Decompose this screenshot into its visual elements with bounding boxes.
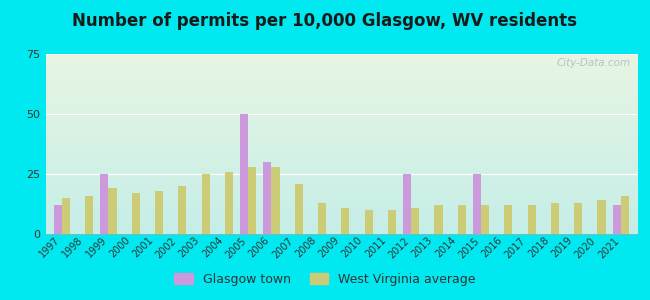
Bar [411, 208, 419, 234]
Bar [551, 203, 559, 234]
Bar [240, 114, 248, 234]
Bar [473, 174, 481, 234]
Bar [294, 184, 303, 234]
Bar [403, 174, 411, 234]
Bar [528, 205, 536, 234]
Bar [272, 167, 280, 234]
Bar [341, 208, 350, 234]
Bar [458, 205, 466, 234]
Bar [155, 191, 163, 234]
Bar [225, 172, 233, 234]
Bar [597, 200, 606, 234]
Text: City-Data.com: City-Data.com [557, 58, 631, 68]
Bar [504, 205, 512, 234]
Bar [100, 174, 109, 234]
Bar [318, 203, 326, 234]
Bar [62, 198, 70, 234]
Bar [54, 205, 62, 234]
Bar [481, 205, 489, 234]
Bar [365, 210, 372, 234]
Bar [248, 167, 256, 234]
Bar [434, 205, 443, 234]
Bar [132, 193, 140, 234]
Bar [109, 188, 116, 234]
Text: Number of permits per 10,000 Glasgow, WV residents: Number of permits per 10,000 Glasgow, WV… [73, 12, 577, 30]
Bar [574, 203, 582, 234]
Bar [202, 174, 210, 234]
Bar [85, 196, 93, 234]
Bar [178, 186, 187, 234]
Bar [612, 205, 621, 234]
Legend: Glasgow town, West Virginia average: Glasgow town, West Virginia average [169, 268, 481, 291]
Bar [263, 162, 272, 234]
Bar [621, 196, 629, 234]
Bar [388, 210, 396, 234]
